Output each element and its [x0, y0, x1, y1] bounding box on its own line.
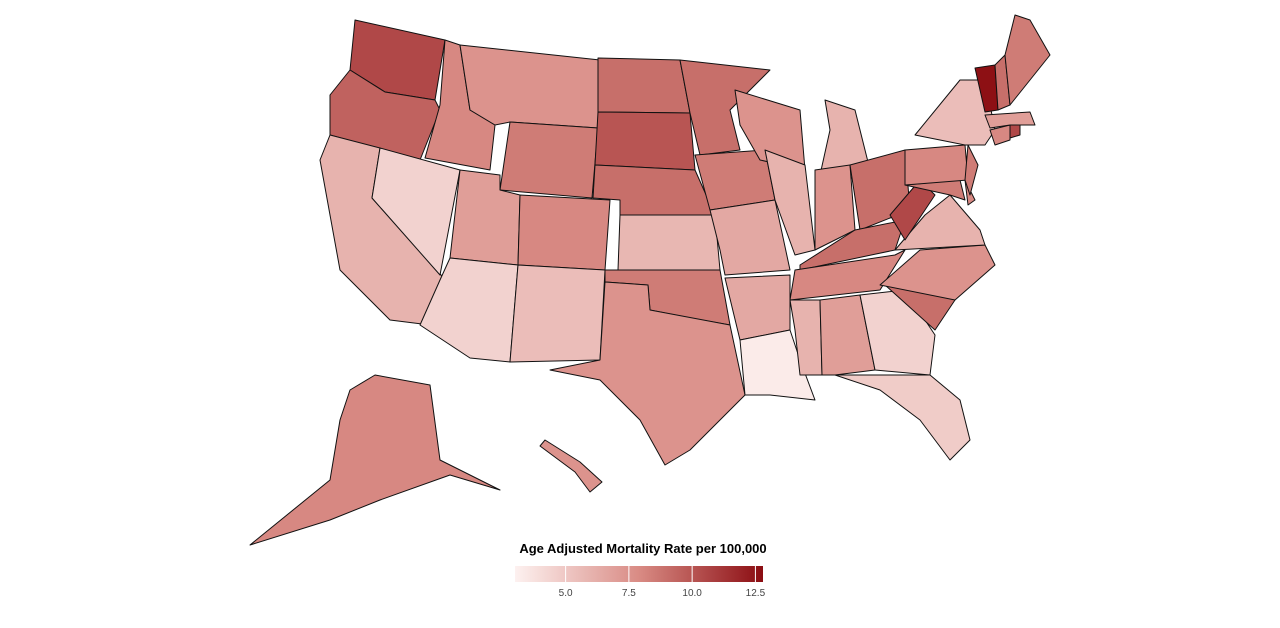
- state: [594, 111, 696, 171]
- state: [617, 214, 721, 271]
- state: [709, 199, 791, 276]
- state: [789, 299, 823, 376]
- state: [509, 264, 606, 363]
- state: [597, 57, 691, 114]
- state: [789, 249, 906, 301]
- state: [819, 294, 876, 376]
- state: [539, 439, 603, 493]
- state: [549, 281, 746, 466]
- legend-title: Age Adjusted Mortality Rate per 100,000: [519, 541, 766, 556]
- state: [517, 194, 611, 271]
- state: [834, 374, 971, 461]
- state: [724, 274, 791, 341]
- state: [879, 244, 996, 301]
- state: [894, 194, 986, 251]
- colorbar: [515, 566, 763, 582]
- state: [1004, 14, 1051, 106]
- state: [964, 144, 979, 196]
- state: [984, 111, 1036, 129]
- colorbar-tick-label: 10.0: [682, 588, 702, 599]
- state: [371, 147, 461, 276]
- state: [889, 179, 936, 241]
- colorbar-tick-label: 7.5: [622, 588, 636, 599]
- state: [989, 124, 1011, 146]
- state: [249, 374, 501, 546]
- colorbar-tick-label: 12.5: [746, 588, 766, 599]
- state: [739, 329, 816, 401]
- state: [904, 144, 969, 186]
- state: [592, 164, 716, 216]
- colorbar-tick-label: 5.0: [559, 588, 573, 599]
- state: [459, 44, 601, 129]
- state: [679, 59, 771, 156]
- states: [249, 14, 1051, 546]
- state: [329, 69, 441, 161]
- state: [764, 149, 816, 256]
- state: [499, 121, 599, 199]
